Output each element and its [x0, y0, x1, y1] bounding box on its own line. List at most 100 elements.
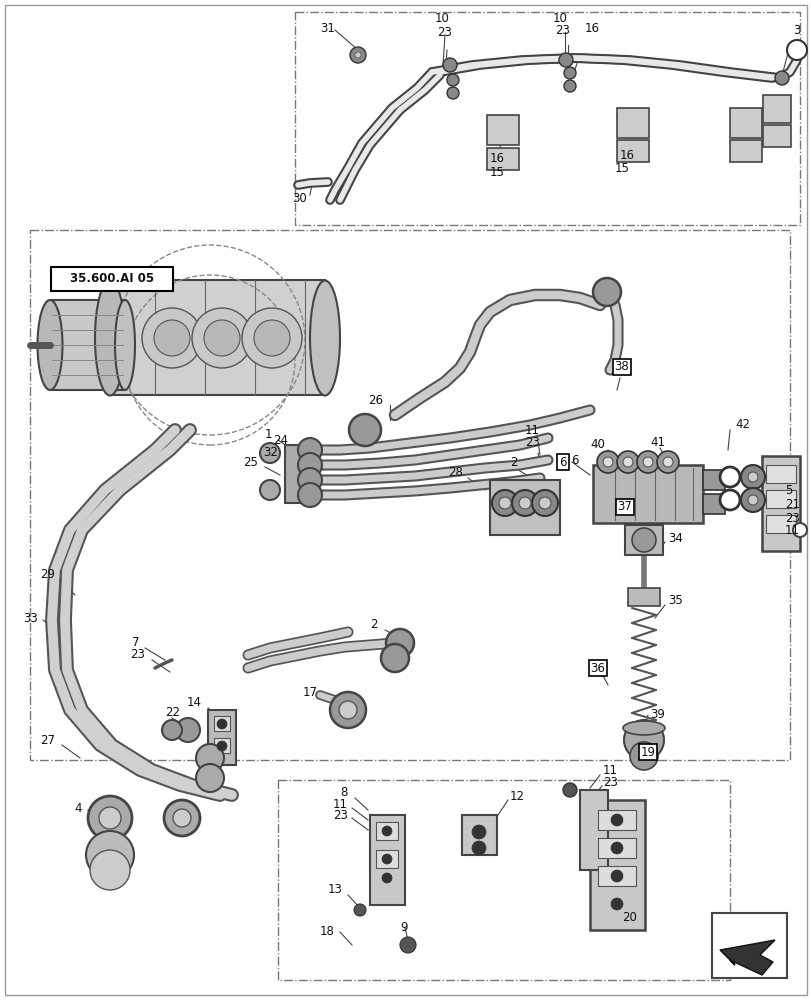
Circle shape [558, 53, 573, 67]
Text: 37: 37 [617, 498, 632, 512]
Circle shape [191, 308, 251, 368]
Bar [597, 866, 635, 886]
Bar [285, 445, 312, 503]
Text: 37: 37 [617, 500, 632, 514]
Text: 11: 11 [603, 764, 617, 776]
Circle shape [774, 71, 788, 85]
Text: 35: 35 [667, 593, 682, 606]
Circle shape [217, 741, 227, 751]
Bar [762, 95, 790, 123]
Text: 38: 38 [614, 360, 629, 373]
Circle shape [564, 67, 575, 79]
Circle shape [195, 744, 224, 772]
Circle shape [298, 438, 322, 462]
Text: 39: 39 [649, 708, 664, 721]
Circle shape [350, 47, 366, 63]
Bar [627, 588, 659, 606]
Text: 36: 36 [590, 662, 605, 674]
Text: 2: 2 [370, 618, 378, 632]
Ellipse shape [37, 300, 62, 390]
FancyBboxPatch shape [51, 267, 173, 291]
Text: 3: 3 [792, 24, 800, 37]
Bar [592, 465, 702, 523]
Circle shape [471, 841, 486, 855]
Text: 38: 38 [617, 359, 632, 371]
Circle shape [381, 873, 392, 883]
Text: 9: 9 [400, 921, 407, 934]
Bar [579, 790, 607, 870]
Text: 16: 16 [620, 149, 634, 162]
Circle shape [592, 278, 620, 306]
Bar [702, 470, 724, 490]
Bar [214, 738, 230, 753]
Text: 23: 23 [603, 776, 617, 788]
Text: 23: 23 [784, 512, 799, 524]
Text: 6: 6 [571, 454, 578, 466]
Text: 30: 30 [292, 192, 307, 205]
Text: 31: 31 [320, 22, 335, 35]
Text: 10: 10 [552, 12, 568, 25]
Bar [624, 525, 663, 555]
Text: 6: 6 [559, 456, 566, 468]
Circle shape [349, 414, 380, 446]
Circle shape [603, 457, 612, 467]
Text: 19: 19 [640, 743, 654, 756]
Text: 35.600.AI 05: 35.600.AI 05 [70, 272, 154, 286]
Bar [50, 300, 125, 390]
Circle shape [173, 809, 191, 827]
Circle shape [663, 457, 672, 467]
Circle shape [564, 80, 575, 92]
Bar [765, 465, 795, 483]
Text: 26: 26 [367, 393, 383, 406]
Circle shape [162, 720, 182, 740]
Bar [616, 108, 648, 138]
Circle shape [446, 74, 458, 86]
Bar [729, 140, 761, 162]
Circle shape [740, 488, 764, 512]
Bar [461, 815, 496, 855]
Circle shape [338, 701, 357, 719]
Text: 33: 33 [24, 611, 38, 624]
Text: 27: 27 [40, 733, 55, 746]
Text: 10: 10 [435, 12, 449, 25]
Bar [375, 850, 397, 868]
Circle shape [471, 825, 486, 839]
Circle shape [298, 453, 322, 477]
Circle shape [354, 904, 366, 916]
Circle shape [596, 451, 618, 473]
Text: 34: 34 [667, 532, 682, 544]
Circle shape [400, 937, 415, 953]
Bar [702, 494, 724, 514]
Circle shape [531, 490, 557, 516]
Circle shape [623, 720, 663, 760]
Bar [762, 125, 790, 147]
Circle shape [629, 742, 657, 770]
Circle shape [154, 320, 190, 356]
Circle shape [518, 497, 530, 509]
Circle shape [242, 308, 302, 368]
Circle shape [491, 490, 517, 516]
Text: 23: 23 [436, 26, 452, 39]
Circle shape [260, 443, 280, 463]
Text: 23: 23 [333, 809, 348, 822]
Circle shape [260, 480, 280, 500]
Circle shape [381, 826, 392, 836]
Circle shape [747, 472, 757, 482]
Text: 5: 5 [784, 484, 792, 496]
Text: 28: 28 [448, 466, 462, 479]
Bar [711, 913, 786, 978]
Text: 14: 14 [187, 696, 202, 710]
Circle shape [99, 807, 121, 829]
Circle shape [298, 468, 322, 492]
Text: 13: 13 [328, 884, 342, 896]
Circle shape [631, 528, 655, 552]
Bar [616, 140, 648, 162]
Circle shape [610, 842, 622, 854]
Circle shape [176, 718, 200, 742]
Circle shape [164, 800, 200, 836]
Circle shape [642, 457, 652, 467]
Bar [214, 716, 230, 731]
Circle shape [446, 87, 458, 99]
Text: 15: 15 [614, 162, 629, 175]
Circle shape [792, 523, 806, 537]
